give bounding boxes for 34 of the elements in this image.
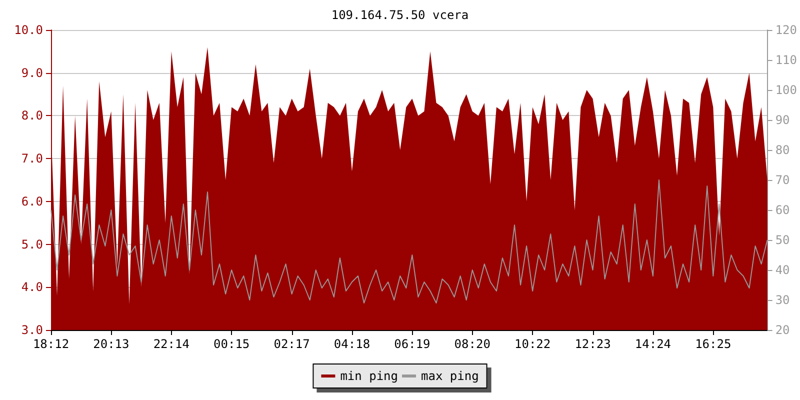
y-tick-label: 6.0 (21, 194, 43, 208)
y-tick-label: 7.0 (21, 152, 43, 166)
y2-tick-label: 110 (775, 53, 798, 67)
chart-title: 109.164.75.50 vcera (331, 8, 469, 22)
y2-tick-label: 80 (775, 143, 790, 157)
legend-label: max ping (421, 369, 479, 383)
y-tick-label: 8.0 (21, 108, 43, 123)
x-tick-label: 10:22 (514, 337, 551, 351)
x-tick-label: 04:18 (334, 337, 370, 351)
x-tick-label: 22:14 (153, 337, 190, 351)
y2-tick-label: 70 (775, 173, 790, 187)
y2-tick-label: 30 (775, 293, 790, 307)
y2-tick-label: 100 (775, 83, 798, 97)
x-tick-label: 06:19 (394, 337, 430, 351)
x-tick-label: 14:24 (634, 337, 672, 351)
x-tick-label: 08:20 (454, 337, 490, 351)
y-tick-label: 9.0 (21, 66, 43, 80)
x-tick-label: 02:17 (274, 337, 310, 351)
legend-label: min ping (340, 369, 398, 383)
y2-tick-label: 90 (775, 113, 790, 127)
x-tick-label: 18:12 (32, 337, 70, 351)
y2-tick-label: 120 (775, 23, 798, 37)
y2-tick-label: 40 (775, 263, 790, 277)
y-tick-label: 5.0 (21, 237, 43, 252)
y2-tick-label: 20 (775, 323, 790, 337)
y2-tick-label: 50 (775, 233, 790, 247)
y-tick-label: 3.0 (21, 323, 43, 337)
x-tick-label: 12:23 (574, 337, 611, 351)
y-tick-label: 10.0 (14, 23, 43, 37)
y-tick-label: 4.0 (21, 280, 43, 294)
x-tick-label: 16:25 (695, 337, 732, 351)
x-tick-label: 20:13 (93, 337, 130, 351)
x-tick-label: 00:15 (214, 337, 250, 351)
y2-tick-label: 60 (775, 203, 790, 217)
